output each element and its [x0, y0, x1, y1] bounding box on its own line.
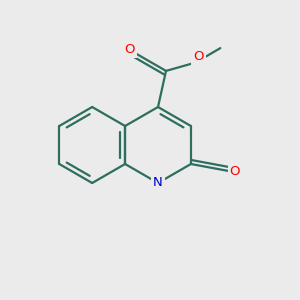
Text: O: O: [124, 43, 135, 56]
Text: O: O: [194, 50, 204, 63]
Text: N: N: [153, 176, 163, 190]
Text: O: O: [230, 165, 240, 178]
